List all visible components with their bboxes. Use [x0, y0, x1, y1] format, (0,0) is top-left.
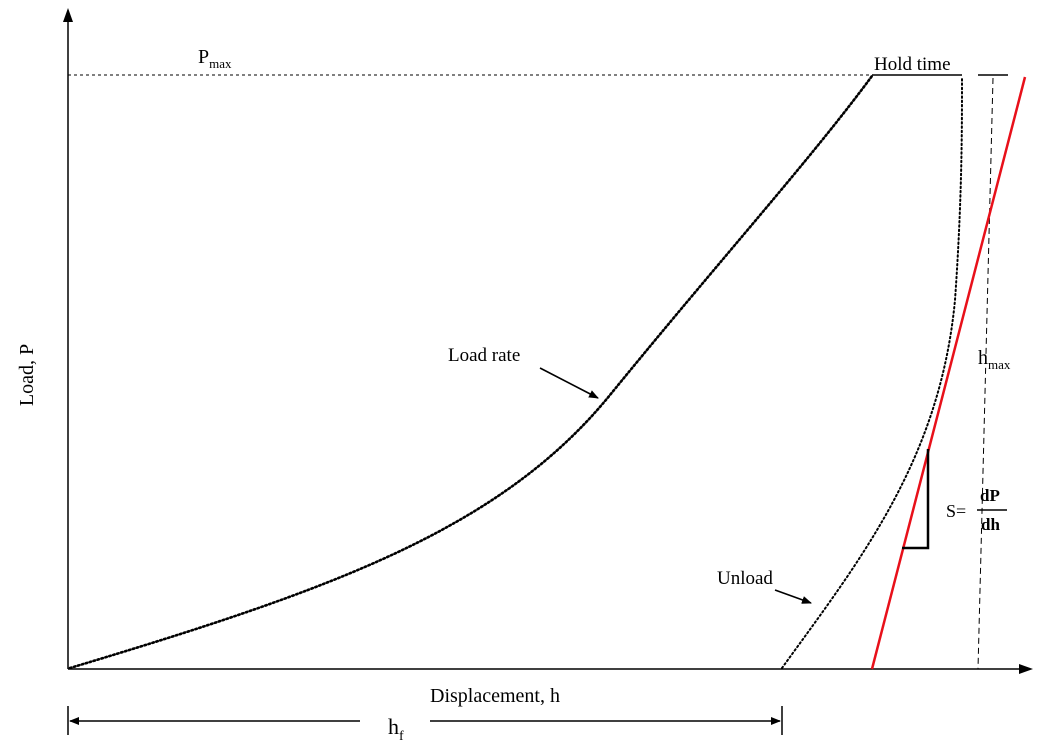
- unload-arrow-icon: [774, 589, 812, 604]
- unload-label: Unload: [717, 568, 773, 589]
- hold-time-label: Hold time: [874, 54, 951, 75]
- stiffness-prefix: S=: [946, 501, 966, 521]
- stiffness-numerator: dP: [980, 486, 1000, 505]
- unloading-curve: [781, 77, 963, 669]
- hf-label: hf: [388, 714, 404, 744]
- hmax-label: hmax: [978, 347, 1011, 372]
- stiffness-denominator: dh: [981, 515, 1000, 534]
- y-axis-arrow-icon: [63, 8, 73, 22]
- x-axis-arrow-icon: [1019, 664, 1033, 674]
- slope-triangle: [902, 449, 930, 550]
- load-rate-label: Load rate: [448, 345, 520, 366]
- stiffness-tangent-line: [870, 76, 1027, 670]
- load-rate-arrow-icon: [539, 367, 599, 399]
- hmax-dashed-line: [977, 77, 994, 670]
- y-axis-title: Load, P: [16, 344, 38, 406]
- x-axis-title: Displacement, h: [430, 685, 560, 707]
- loading-curve: [68, 74, 874, 670]
- pmax-label: Pmax: [198, 46, 232, 71]
